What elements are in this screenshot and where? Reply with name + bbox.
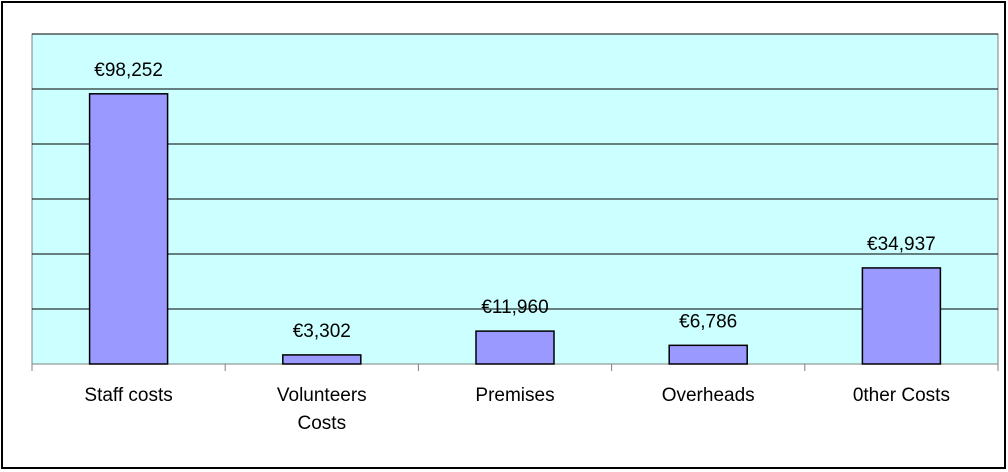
x-tick-label: 0ther Costs	[852, 385, 950, 406]
x-tick-label: Staff costs	[84, 385, 173, 406]
bar	[668, 344, 748, 365]
data-label: €11,960	[481, 297, 548, 318]
bar	[475, 330, 555, 365]
x-tick-label: Overheads	[661, 385, 755, 406]
data-label: €6,786	[679, 311, 737, 332]
data-label: €34,937	[867, 234, 936, 255]
x-tick-label: Premises	[475, 385, 555, 406]
data-label: €3,302	[293, 321, 351, 342]
bar	[861, 267, 942, 365]
x-tick-label: Volunteers Costs	[276, 385, 367, 434]
bar	[282, 354, 362, 365]
data-label: €98,252	[94, 60, 163, 81]
bar	[88, 93, 169, 365]
